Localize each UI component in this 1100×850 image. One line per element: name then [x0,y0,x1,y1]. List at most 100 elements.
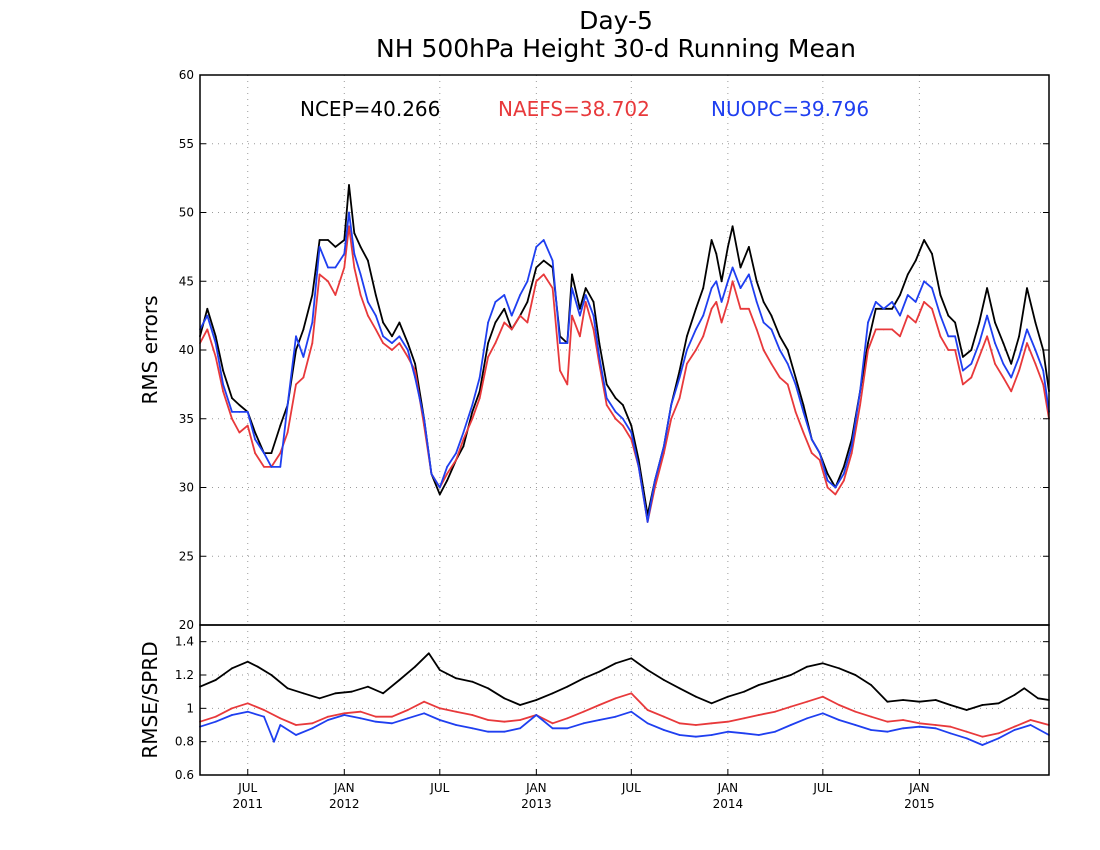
main-point-ncep [710,239,713,241]
x-tick-label: JUL [429,781,449,795]
main-point-ncep [731,225,734,228]
x-tick-year-label: 2014 [713,797,744,811]
main-point-naefs [962,383,964,386]
ratio-point-naefs [566,717,569,720]
main-point-naefs [859,404,861,406]
ratio-point-nuopc [279,724,282,726]
main-point-ncep [786,349,789,351]
ratio-point-naefs [902,719,904,721]
main-point-naefs [462,438,465,441]
ratio-point-naefs [1029,719,1032,721]
ratio-point-ncep [566,685,569,688]
main-point-nuopc [359,273,362,276]
main-point-naefs [494,342,497,344]
ratio-point-nuopc [886,730,889,733]
main-point-naefs [614,417,617,420]
main-point-nuopc [614,411,617,413]
main-point-naefs [254,452,256,454]
main-point-naefs [343,266,346,269]
main-point-ncep [438,493,441,496]
main-point-nuopc [382,335,384,338]
chart-subtitle: NH 500hPa Height 30-d Running Mean [376,34,856,63]
main-panel: 20 25 30 35 40 45 50 55 60 RMS errors NCEP=40.26… [138,68,1050,632]
main-point-naefs [231,417,233,420]
main-point-ncep [605,383,608,386]
ratio-point-nuopc [727,730,729,733]
main-point-nuopc [859,390,861,393]
main-point-naefs [834,493,837,496]
ratio-point-nuopc [374,720,377,723]
main-point-naefs [487,356,489,358]
main-series-ncep [199,184,1050,516]
main-point-nuopc [931,287,933,289]
ratio-point-nuopc [757,734,760,736]
main-point-nuopc [592,314,595,317]
ratio-point-nuopc [566,727,569,730]
main-point-ncep [842,466,845,468]
main-point-naefs [206,328,209,331]
main-point-naefs [1018,369,1020,372]
main-point-naefs [478,397,481,399]
main-point-nuopc [731,266,734,269]
main-point-ncep [986,287,988,289]
main-point-nuopc [295,335,297,338]
main-point-naefs [592,328,595,331]
main-point-nuopc [367,301,369,303]
x-tick-label: JUL [812,781,832,795]
ratio-point-naefs [695,724,697,726]
main-point-naefs [471,417,474,420]
main-point-ncep [206,307,209,310]
ratio-point-nuopc [343,714,346,716]
main-point-naefs [802,431,805,434]
ratio-plot-frame [199,624,1050,776]
ratio-point-naefs [551,722,554,725]
main-point-naefs [622,424,624,427]
main-point-nuopc [715,280,718,283]
ratio-point-ncep [1037,697,1039,700]
ratio-point-nuopc [918,725,921,728]
main-point-nuopc [778,349,781,351]
ratio-point-ncep [695,695,697,698]
main-point-naefs [850,452,853,454]
ratio-point-naefs [406,709,409,711]
main-point-ncep [1002,342,1005,344]
main-point-nuopc [238,411,241,413]
ratio-point-naefs [663,715,665,718]
main-point-ncep [382,321,384,324]
main-point-naefs [374,328,377,331]
main-point-naefs [914,321,917,324]
main-point-naefs [353,266,356,269]
ratio-point-nuopc [838,719,840,721]
main-point-ncep [311,294,314,296]
main-point-nuopc [678,376,681,379]
main-point-naefs [1002,376,1005,379]
ratio-point-nuopc [997,737,1000,740]
main-point-ncep [1034,321,1037,324]
main-point-naefs [526,321,529,324]
ratio-point-naefs [774,710,776,713]
main-point-nuopc [906,294,909,296]
ratio-point-nuopc [614,715,617,718]
main-point-ncep [923,239,925,241]
main-point-nuopc [246,411,249,413]
ratio-point-naefs [487,719,489,721]
main-point-naefs [778,376,781,379]
main-point-nuopc [755,301,758,303]
ratio-point-naefs [981,735,984,738]
main-point-nuopc [663,445,665,448]
main-point-naefs [630,438,633,441]
main-point-nuopc [762,321,765,324]
main-point-naefs [794,411,797,413]
ratio-point-ncep [997,702,1000,705]
main-point-naefs [1042,383,1045,386]
ratio-point-naefs [455,710,457,713]
main-point-nuopc [891,301,893,303]
ratio-point-naefs [727,720,729,723]
x-tick-label: JAN [525,781,547,795]
main-point-ncep [462,445,465,448]
main-point-nuopc [710,287,713,289]
main-y-tick-label: 55 [179,137,194,151]
main-point-ncep [826,472,829,475]
ratio-point-naefs [838,704,840,706]
main-point-naefs [579,335,581,338]
